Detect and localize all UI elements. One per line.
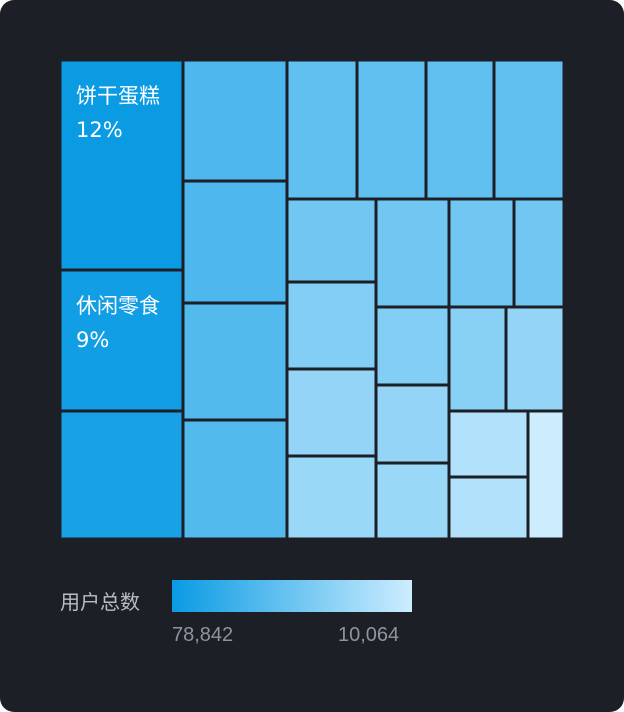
treemap-cell[interactable]: [447, 197, 516, 309]
legend-min-value: 10,064: [338, 624, 400, 646]
legend-title: 用户总数: [60, 590, 140, 614]
treemap-cell[interactable]: [492, 58, 566, 201]
cell-percent-label: 12%: [76, 118, 123, 142]
treemap-cell[interactable]: [424, 58, 496, 201]
treemap-cell[interactable]: [181, 418, 289, 541]
treemap-cell[interactable]: [181, 58, 289, 183]
treemap-cell[interactable]: [374, 383, 451, 465]
color-legend: 用户总数 78,842 10,064: [60, 578, 440, 658]
legend-max-value: 78,842: [172, 624, 234, 646]
treemap-cell[interactable]: [58, 58, 185, 272]
treemap-cell[interactable]: [285, 367, 378, 458]
legend-gradient-bar[interactable]: [172, 580, 412, 612]
treemap-cell[interactable]: [447, 409, 530, 479]
treemap-cell[interactable]: [374, 197, 451, 309]
cell-name-label: 饼干蛋糕: [76, 84, 160, 108]
treemap-cell[interactable]: [526, 409, 566, 541]
treemap-cell[interactable]: [285, 197, 378, 284]
treemap-cell[interactable]: [512, 197, 566, 309]
treemap-cell[interactable]: [355, 58, 428, 201]
treemap-cell[interactable]: [58, 409, 185, 541]
treemap-cell[interactable]: [504, 305, 566, 413]
cell-percent-label: 9%: [76, 328, 109, 352]
treemap-cell[interactable]: [447, 475, 530, 541]
treemap-cell[interactable]: [181, 301, 289, 422]
treemap-cell[interactable]: [285, 454, 378, 541]
treemap-cell[interactable]: [374, 305, 451, 387]
treemap-cell[interactable]: [285, 280, 378, 371]
treemap-cell[interactable]: [374, 461, 451, 541]
treemap-cell[interactable]: [181, 179, 289, 305]
cell-name-label: 休闲零食: [76, 294, 160, 318]
treemap-cell[interactable]: [447, 305, 508, 413]
treemap-cell[interactable]: [285, 58, 359, 201]
